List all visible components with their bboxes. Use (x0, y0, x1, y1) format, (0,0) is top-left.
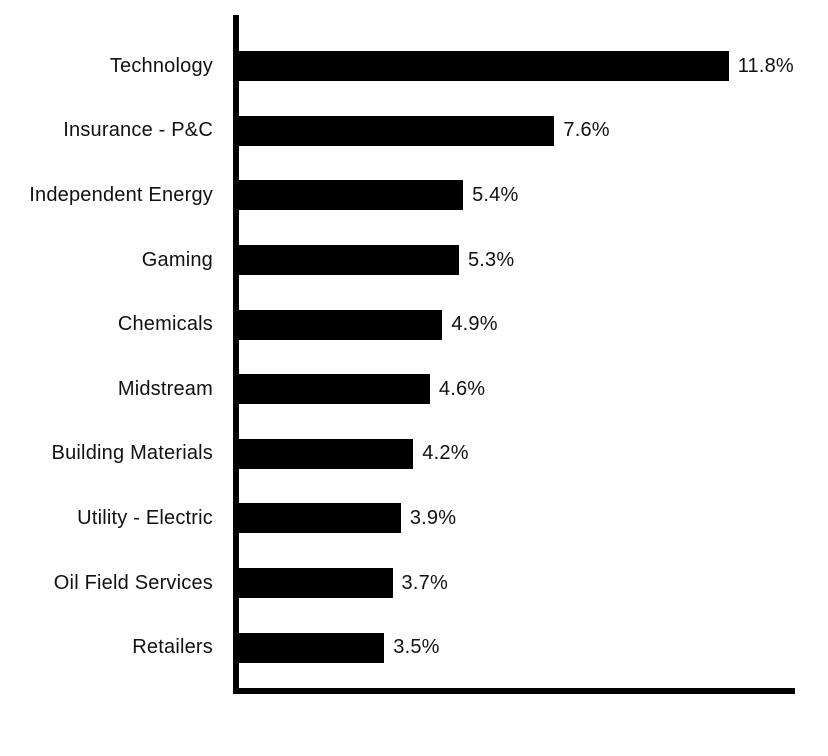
plot-area: 11.8% 7.6% 5.4% 5.3% 4.9% 4.6% 4.2% 3.9% 3.7% 3.5… (233, 15, 795, 694)
bar (239, 245, 459, 276)
bar-row: 11.8% (239, 34, 795, 99)
value-label: 5.4% (472, 183, 519, 206)
category-label: Independent Energy (29, 183, 213, 206)
sector-weightings-bar-chart: Technology Insurance - P&C Independent Ene… (0, 15, 795, 694)
bar (239, 438, 414, 469)
bar (239, 180, 464, 211)
bar (239, 568, 393, 599)
value-label: 3.9% (409, 506, 457, 529)
category-label: Oil Field Services (53, 571, 213, 594)
bar-row: 7.6% (239, 99, 795, 164)
bar-row: 5.4% (239, 163, 795, 228)
category-label: Midstream (117, 377, 213, 400)
bar-row: 4.2% (239, 422, 795, 487)
category-label: Utility - Electric (77, 506, 213, 529)
value-label: 5.3% (467, 248, 515, 271)
category-label: Insurance - P&C (63, 119, 213, 142)
bar-row: 5.3% (239, 228, 795, 293)
bar (239, 115, 555, 146)
bar-row: 4.6% (239, 357, 795, 422)
bar-row: 3.7% (239, 551, 795, 616)
category-labels-column: Technology Insurance - P&C Independent Ene… (0, 15, 233, 680)
bar (239, 632, 385, 663)
value-label: 4.6% (438, 377, 486, 400)
bar-row: 3.9% (239, 486, 795, 551)
chart-body: Technology Insurance - P&C Independent Ene… (0, 15, 795, 694)
category-label: Technology (109, 54, 213, 77)
category-label: Building Materials (51, 442, 213, 465)
bar-row: 3.5% (239, 615, 795, 680)
category-label: Gaming (141, 248, 213, 271)
category-label: Retailers (132, 636, 213, 659)
value-label: 7.6% (563, 119, 610, 142)
bar (239, 309, 443, 340)
value-label: 11.8% (737, 54, 794, 77)
bar (239, 374, 430, 405)
bar (239, 51, 729, 82)
bar-row: 4.9% (239, 292, 795, 357)
value-label: 4.2% (422, 442, 469, 465)
value-label: 4.9% (451, 313, 498, 336)
bar (239, 503, 401, 534)
value-label: 3.7% (401, 571, 448, 594)
category-label: Chemicals (117, 313, 213, 336)
value-label: 3.5% (393, 636, 440, 659)
